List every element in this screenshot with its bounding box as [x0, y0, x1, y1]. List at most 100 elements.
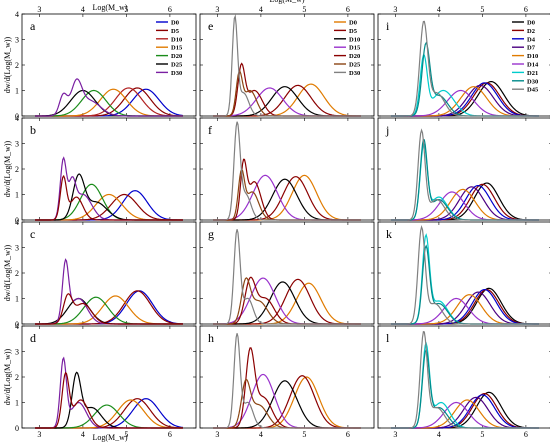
x-tick-label: 4	[437, 5, 441, 14]
series-line-D30	[213, 333, 361, 429]
panel-letter: d	[30, 331, 36, 345]
legend-label-D45: D45	[527, 87, 539, 94]
x-tick-label: 6	[524, 5, 528, 14]
legend-label-D0: D0	[171, 20, 179, 27]
y-tick-label: 2	[15, 373, 19, 382]
x-tick-label: 5	[480, 5, 484, 14]
series-line-D30	[35, 174, 183, 221]
y-tick-label: 4	[15, 114, 19, 123]
panel-frame	[199, 13, 375, 117]
panel-letter: b	[30, 123, 36, 137]
panel-letter: k	[386, 227, 392, 241]
x-tick-label: 5	[124, 430, 128, 439]
panel-b: 0 1 2 3 4 dw/d(Log(M_w)) b	[3, 114, 197, 225]
panel-letter: c	[30, 227, 35, 241]
panel-letter: j	[385, 123, 389, 137]
series-line-D30	[35, 78, 183, 117]
y-tick-label: 3	[15, 36, 19, 45]
top-xlabel-mid: Log(M_w)	[269, 0, 304, 4]
legend-label-D10: D10	[171, 36, 182, 43]
panel-frame	[377, 13, 550, 117]
legend-label-D20: D20	[171, 53, 182, 60]
panel-d: 3 4 5 6 0 1 2 3 4 dw/d(Log(M_w)) d	[3, 322, 197, 439]
legend-label-D21: D21	[527, 70, 538, 77]
panel-i: 345601234dw/d(Log(M_w))iD0D2D4D7D10D14D2…	[377, 5, 550, 117]
x-tick-label: 3	[37, 5, 41, 14]
y-tick-label: 3	[15, 140, 19, 149]
panel-frame	[21, 325, 197, 429]
legend-label-D15: D15	[349, 45, 361, 52]
legend-label-D5: D5	[171, 28, 180, 35]
series-line-D45	[391, 225, 539, 325]
y-tick-label: 3	[15, 244, 19, 253]
legend-label-D7: D7	[527, 45, 536, 52]
ylabel: dw/d(Log(M_w))	[3, 36, 12, 93]
panel-frame	[377, 325, 550, 429]
panel-frame	[21, 13, 197, 117]
legend-label-D5: D5	[349, 28, 358, 35]
y-tick-label: 0	[15, 216, 19, 225]
panel-letter: h	[208, 331, 214, 345]
x-tick-label: 4	[437, 430, 441, 439]
ylabel: dw/d(Log(M_w))	[3, 348, 12, 405]
x-tick-label: 6	[168, 430, 172, 439]
legend-label-D10: D10	[349, 36, 360, 43]
x-tick-label: 4	[259, 430, 263, 439]
legend-label-D25: D25	[171, 62, 183, 69]
x-tick-label: 4	[81, 5, 85, 14]
y-tick-label: 0	[15, 320, 19, 329]
x-tick-label: 4	[81, 430, 85, 439]
panel-letter: i	[386, 19, 390, 33]
panel-f: f	[199, 117, 375, 221]
legend-label-D2: D2	[527, 28, 535, 35]
y-tick-label: 1	[15, 191, 19, 200]
y-tick-label: 2	[15, 165, 19, 174]
x-tick-label: 3	[215, 430, 219, 439]
legend-label-D10: D10	[527, 53, 538, 60]
panel-frame	[199, 325, 375, 429]
series-line-D45	[391, 128, 539, 221]
x-tick-label: 6	[346, 5, 350, 14]
legend-label-D30: D30	[349, 70, 360, 77]
series-line-D45	[391, 20, 539, 117]
series-line-D30	[35, 293, 183, 325]
x-tick-label: 6	[346, 430, 350, 439]
legend-label-D14: D14	[527, 62, 539, 69]
panel-frame	[21, 221, 197, 325]
panel-frame	[21, 117, 197, 221]
panel-letter: f	[208, 123, 212, 137]
y-tick-label: 1	[15, 295, 19, 304]
panel-h: 3 4 5 6 h	[199, 325, 375, 439]
panel-frame	[377, 117, 550, 221]
x-tick-label: 5	[302, 5, 306, 14]
panel-letter: g	[208, 227, 214, 241]
y-tick-label: 2	[15, 61, 19, 70]
y-tick-label: 4	[15, 322, 19, 331]
x-tick-label: 3	[215, 5, 219, 14]
y-tick-label: 0	[15, 112, 19, 121]
panel-letter: l	[386, 331, 390, 345]
ylabel: dw/d(Log(M_w))	[3, 140, 12, 197]
x-tick-label: 5	[124, 5, 128, 14]
panel-letter: e	[208, 19, 213, 33]
bottom-xlabel: Log(M_w)	[92, 433, 127, 442]
x-tick-label: 3	[37, 430, 41, 439]
legend-label-D25: D25	[349, 62, 361, 69]
x-tick-label: 3	[393, 430, 397, 439]
y-tick-label: 3	[15, 348, 19, 357]
y-tick-label: 4	[15, 218, 19, 227]
legend-label-D0: D0	[527, 20, 535, 27]
legend-label-D15: D15	[171, 45, 183, 52]
x-tick-label: 4	[259, 5, 263, 14]
x-tick-label: 3	[393, 5, 397, 14]
x-tick-label: 6	[524, 430, 528, 439]
series-line-D45	[391, 330, 539, 429]
y-tick-label: 2	[15, 269, 19, 278]
series-line-D30	[213, 121, 361, 221]
x-tick-label: 5	[480, 430, 484, 439]
y-tick-label: 4	[15, 10, 19, 19]
legend-label-D0: D0	[349, 20, 357, 27]
